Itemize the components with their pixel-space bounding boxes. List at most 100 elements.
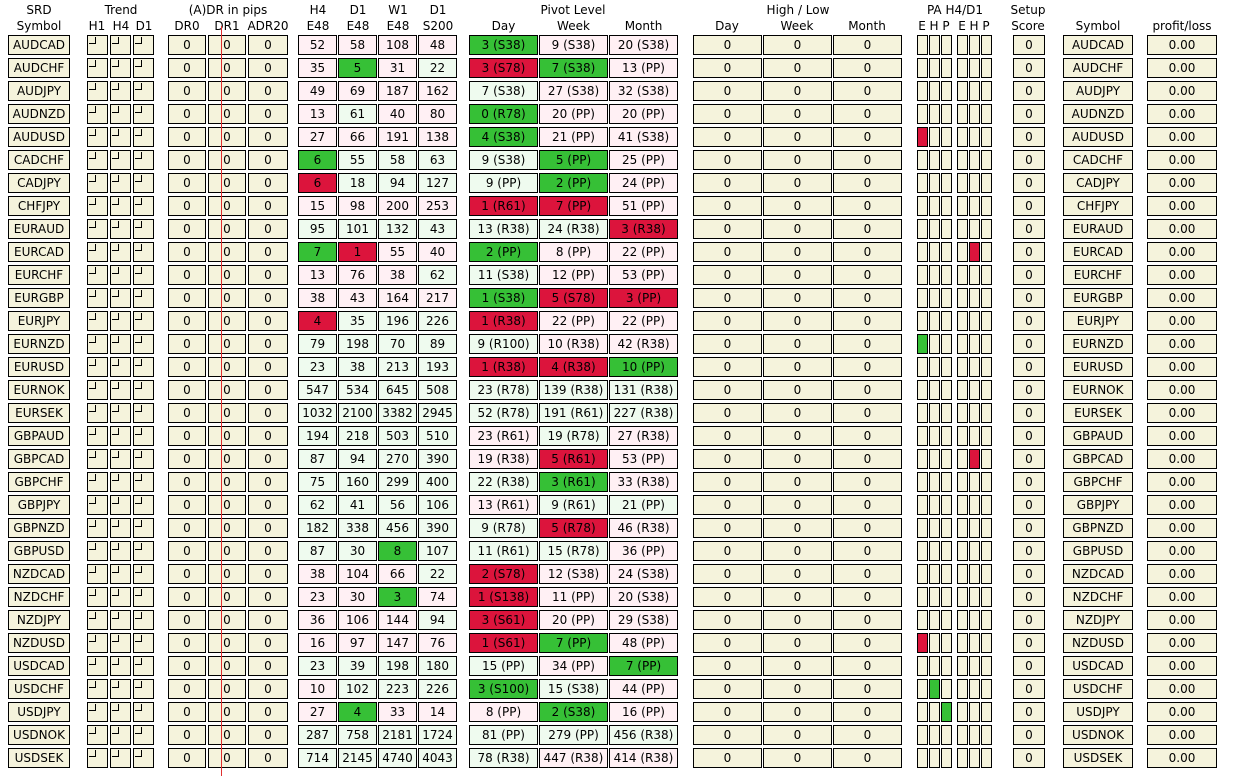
- symbol-right-cell[interactable]: CADJPY: [1063, 173, 1133, 193]
- symbol-right-cell[interactable]: NZDUSD: [1063, 633, 1133, 653]
- ma-distance-value: 43: [338, 288, 377, 308]
- header-adr: (A)DR in pips: [188, 3, 268, 17]
- symbol-cell[interactable]: GBPAUD: [8, 426, 70, 446]
- symbol-right-cell[interactable]: USDCAD: [1063, 656, 1133, 676]
- symbol-cell[interactable]: EURSEK: [8, 403, 70, 423]
- symbol-cell[interactable]: AUDJPY: [8, 81, 70, 101]
- symbol-cell[interactable]: AUDNZD: [8, 104, 70, 124]
- symbol-right-cell[interactable]: NZDCHF: [1063, 587, 1133, 607]
- symbol-cell[interactable]: AUDUSD: [8, 127, 70, 147]
- trend-tick-icon: [135, 704, 142, 711]
- pa-indicator: [941, 288, 952, 308]
- symbol-cell[interactable]: CADJPY: [8, 173, 70, 193]
- symbol-cell[interactable]: EURCAD: [8, 242, 70, 262]
- trend-tick-icon: [135, 244, 142, 251]
- pa-indicator: [969, 104, 980, 124]
- symbol-right-cell[interactable]: USDNOK: [1063, 725, 1133, 745]
- header-pivot: Pivot Level: [540, 3, 606, 17]
- symbol-cell[interactable]: NZDCHF: [8, 587, 70, 607]
- symbol-right-cell[interactable]: AUDNZD: [1063, 104, 1133, 124]
- symbol-right-cell[interactable]: GBPNZD: [1063, 518, 1133, 538]
- symbol-cell[interactable]: USDCAD: [8, 656, 70, 676]
- symbol-cell[interactable]: EURCHF: [8, 265, 70, 285]
- symbol-right-cell[interactable]: EURNOK: [1063, 380, 1133, 400]
- trend-tick-icon: [89, 727, 96, 734]
- symbol-cell[interactable]: GBPCAD: [8, 449, 70, 469]
- high-low-value: 0: [693, 35, 762, 55]
- symbol-cell[interactable]: EURJPY: [8, 311, 70, 331]
- symbol-cell[interactable]: USDJPY: [8, 702, 70, 722]
- pa-indicator: [981, 472, 992, 492]
- trend-indicator: [110, 357, 131, 377]
- symbol-cell[interactable]: EURGBP: [8, 288, 70, 308]
- header-pa: PA H4/D1: [926, 3, 984, 17]
- symbol-cell[interactable]: NZDUSD: [8, 633, 70, 653]
- pa-indicator: [941, 702, 952, 722]
- symbol-right-cell[interactable]: CHFJPY: [1063, 196, 1133, 216]
- symbol-right-cell[interactable]: AUDCHF: [1063, 58, 1133, 78]
- symbol-cell[interactable]: GBPNZD: [8, 518, 70, 538]
- symbol-right-cell[interactable]: EURGBP: [1063, 288, 1133, 308]
- ma-distance-value: 191: [378, 127, 417, 147]
- symbol-right-cell[interactable]: GBPCAD: [1063, 449, 1133, 469]
- symbol-right-cell[interactable]: EURJPY: [1063, 311, 1133, 331]
- symbol-right-cell[interactable]: NZDJPY: [1063, 610, 1133, 630]
- pa-indicator: [917, 104, 928, 124]
- symbol-cell[interactable]: USDCHF: [8, 679, 70, 699]
- symbol-cell[interactable]: EURNOK: [8, 380, 70, 400]
- symbol-right-cell[interactable]: EURAUD: [1063, 219, 1133, 239]
- pa-indicator: [981, 357, 992, 377]
- symbol-right-cell[interactable]: NZDCAD: [1063, 564, 1133, 584]
- symbol-cell[interactable]: AUDCAD: [8, 35, 70, 55]
- high-low-value: 0: [693, 196, 762, 216]
- symbol-right-cell[interactable]: GBPUSD: [1063, 541, 1133, 561]
- adr-value: 0: [208, 725, 246, 745]
- symbol-cell[interactable]: EURUSD: [8, 357, 70, 377]
- header-ma-e48-d1: E48: [346, 19, 370, 33]
- pivot-level-value: 0 (R78): [469, 104, 538, 124]
- symbol-right-cell[interactable]: GBPAUD: [1063, 426, 1133, 446]
- pa-indicator: [929, 472, 940, 492]
- symbol-cell[interactable]: NZDCAD: [8, 564, 70, 584]
- pa-indicator: [957, 656, 968, 676]
- symbol-cell[interactable]: GBPUSD: [8, 541, 70, 561]
- symbol-cell[interactable]: CHFJPY: [8, 196, 70, 216]
- symbol-right-cell[interactable]: EURNZD: [1063, 334, 1133, 354]
- symbol-cell[interactable]: EURNZD: [8, 334, 70, 354]
- symbol-cell[interactable]: GBPCHF: [8, 472, 70, 492]
- symbol-right-cell[interactable]: GBPJPY: [1063, 495, 1133, 515]
- pa-indicator: [929, 127, 940, 147]
- symbol-cell[interactable]: CADCHF: [8, 150, 70, 170]
- symbol-cell[interactable]: USDSEK: [8, 748, 70, 768]
- pa-indicator: [969, 58, 980, 78]
- symbol-right-cell[interactable]: EURSEK: [1063, 403, 1133, 423]
- trend-indicator: [133, 311, 154, 331]
- ma-distance-value: 80: [418, 104, 457, 124]
- symbol-right-cell[interactable]: CADCHF: [1063, 150, 1133, 170]
- pivot-level-value: 447 (R38): [539, 748, 608, 768]
- symbol-right-cell[interactable]: USDSEK: [1063, 748, 1133, 768]
- symbol-cell[interactable]: GBPJPY: [8, 495, 70, 515]
- adr-value: 0: [208, 288, 246, 308]
- pivot-level-value: 48 (PP): [609, 633, 678, 653]
- symbol-right-cell[interactable]: EURCHF: [1063, 265, 1133, 285]
- symbol-right-cell[interactable]: EURCAD: [1063, 242, 1133, 262]
- ma-distance-value: 13: [298, 104, 337, 124]
- symbol-cell[interactable]: AUDCHF: [8, 58, 70, 78]
- symbol-right-cell[interactable]: AUDCAD: [1063, 35, 1133, 55]
- symbol-cell[interactable]: NZDJPY: [8, 610, 70, 630]
- symbol-right-cell[interactable]: USDJPY: [1063, 702, 1133, 722]
- symbol-right-cell[interactable]: GBPCHF: [1063, 472, 1133, 492]
- symbol-right-cell[interactable]: AUDJPY: [1063, 81, 1133, 101]
- symbol-cell[interactable]: EURAUD: [8, 219, 70, 239]
- symbol-right-cell[interactable]: USDCHF: [1063, 679, 1133, 699]
- high-low-value: 0: [693, 380, 762, 400]
- trend-indicator: [110, 495, 131, 515]
- adr-value: 0: [168, 104, 206, 124]
- symbol-right-cell[interactable]: EURUSD: [1063, 357, 1133, 377]
- symbol-cell[interactable]: USDNOK: [8, 725, 70, 745]
- symbol-right-cell[interactable]: AUDUSD: [1063, 127, 1133, 147]
- trend-tick-icon: [135, 635, 142, 642]
- pivot-level-value: 8 (PP): [539, 242, 608, 262]
- adr-value: 0: [168, 380, 206, 400]
